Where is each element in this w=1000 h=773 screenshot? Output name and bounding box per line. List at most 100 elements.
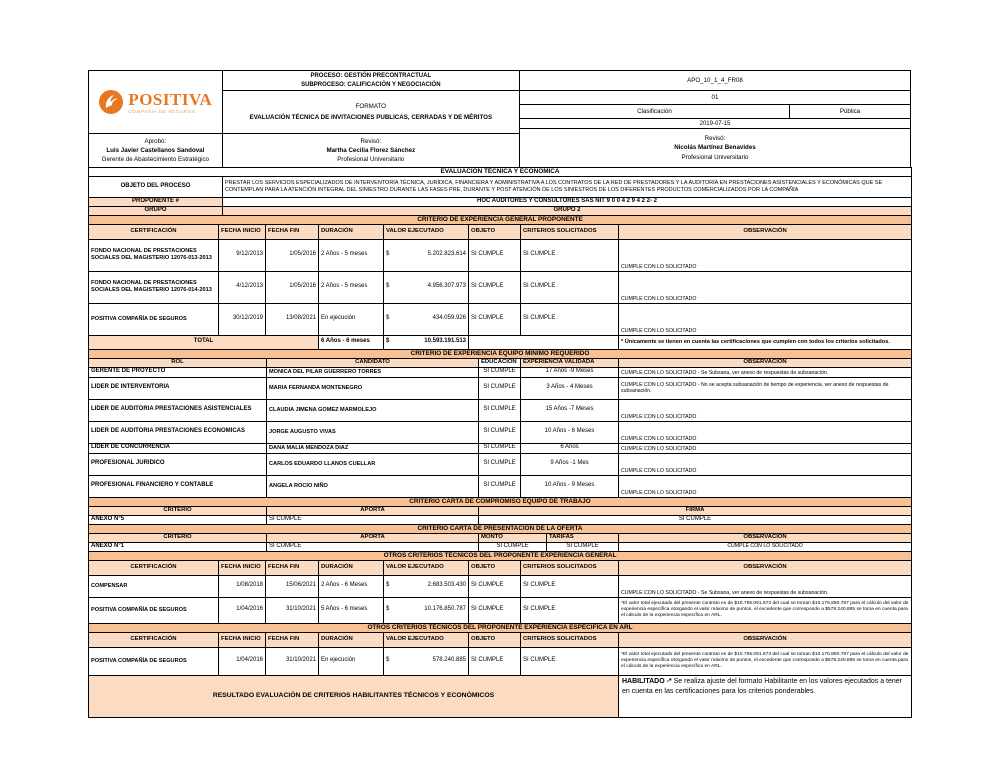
table-row: PROFESIONAL JURIDICO CARLOS EDUARDO LLAN… [88, 452, 913, 476]
educacion-cell: SI CUMPLE [478, 398, 521, 422]
candidato-cell: CLAUDIA JIMENA GOMEZ MARMOLEJO [266, 398, 479, 422]
positiva-logo: POSITIVA COMPAÑÍA DE SEGUROS [98, 89, 212, 115]
objeto-cell: SI CUMPLE [468, 238, 521, 272]
col-certificacion: CERTIFICACIÓN [88, 223, 219, 240]
duracion-cell: 2 Años - 5 meses [318, 238, 384, 272]
educacion-cell: SI CUMPLE [478, 376, 521, 400]
col-fecha-fin: FECHA FIN [265, 631, 319, 648]
col-valor: VALOR EJECUTADO [383, 631, 469, 648]
doc-version-cell: 01 [519, 91, 910, 105]
col-observacion: OBSERVACIÓN [618, 631, 912, 648]
col-observacion: OBSERVACIÓN [617, 559, 913, 576]
fecha-inicio-cell: 9/12/2013 [218, 238, 266, 272]
table-row: PROFESIONAL FINANCIERO Y CONTABLE ANGELA… [88, 474, 913, 498]
aprobo-label: Aprobó: [144, 137, 167, 145]
candidato-cell: DANA MALIA MENDOZA DIAZ [266, 442, 479, 454]
fecha-inicio-cell: 1/04/2016 [218, 596, 266, 624]
experiencia-general-table: CRITERIO DE EXPERIENCIA GENERAL PROPONEN… [87, 214, 913, 350]
aprobo-role: Gerente de Abastecimiento Estratégico [101, 156, 209, 164]
proponente-label: PROPONENTE # [88, 197, 223, 207]
col-observacion: OBSERVACIÓN [617, 223, 913, 240]
duracion-cell: En ejecución [318, 646, 384, 676]
resultado-status: HABILITADO -* [622, 677, 672, 685]
proceso-cell: PROCESO: GESTIÓN PRECONTRACTUAL SUBPROCE… [222, 71, 519, 91]
otros-arl-table: OTROS CRITERIOS TÉCNICOS DEL PROPONENTE … [88, 622, 912, 676]
cert-cell: FONDO NACIONAL DE PRESTACIONES SOCIALES … [88, 238, 219, 272]
observacion-cell: CUMPLE CON LO SOLICITADO [617, 452, 913, 476]
clasificacion-label: Clasificación [520, 105, 790, 118]
rol-cell: LIDER DE CONCURRENCIA [88, 442, 267, 454]
rol-cell: LIDER DE AUDITORIA PRESTACIONES ECONOMIC… [88, 420, 267, 444]
criterios-cell: SI CUMPLE [520, 270, 619, 304]
rol-cell: GERENTE DE PROYECTO [88, 366, 267, 378]
currency-symbol: $ [386, 251, 390, 258]
positiva-logo-text: POSITIVA COMPAÑÍA DE SEGUROS [128, 91, 212, 114]
resultado-row: RESULTADO EVALUACIÓN DE CRITERIOS HABILI… [88, 674, 912, 718]
resultado-value: HABILITADO -* Se realiza ajuste del form… [618, 674, 912, 718]
valor-cell: $2.683.503.430 [383, 574, 469, 598]
doc-code: APO_10_1_4_FR08 [687, 77, 743, 84]
objeto-label: OBJETO DEL PROCESO [88, 176, 223, 198]
clasificacion-value: Pública [839, 108, 861, 115]
carta-presentacion-table: CRITERIO CARTA DE PRESENTACIÓN DE LA OFE… [87, 523, 913, 552]
col-tarifas: TARIFAS [546, 532, 619, 543]
section-title-equipo-minimo: CRITERIO DE EXPERIENCIA EQUIPO MINIMO RE… [87, 348, 913, 359]
positiva-logo-icon [99, 90, 124, 114]
currency-symbol: $ [386, 657, 390, 664]
col-objeto: OBJETO [468, 559, 521, 576]
resultado-table: RESULTADO EVALUACIÓN DE CRITERIOS HABILI… [88, 674, 912, 718]
currency-symbol: $ [386, 283, 390, 290]
observacion-cell: CUMPLE CON LO SOLICITADO [617, 238, 913, 272]
candidato-cell: JORGE AUGUSTO VIVAS [266, 420, 479, 444]
aprobo-name: Luis Javier Castellanos Sandoval [106, 146, 205, 154]
subproceso-line: SUBPROCESO: CALIFICACIÓN Y NEGOCIACIÓN [301, 81, 441, 88]
educacion-cell: SI CUMPLE [478, 420, 521, 444]
col-monto: MONTO [478, 532, 547, 543]
col-objeto: OBJETO [468, 631, 521, 648]
eval-banner: EVALUACIÓN TÉCNICA Y ECONÓMICA [88, 167, 912, 177]
col-certificacion: CERTIFICACIÓN [88, 559, 219, 576]
observacion-cell: CUMPLE CON LO SOLICITADO [617, 442, 913, 454]
reviso2-role: Profesional Universitario [681, 153, 749, 161]
proponente-value: HOC AUDITORES Y CONSULTORES SAS NIT 9 0 … [222, 197, 912, 207]
criterios-cell: SI CUMPLE [520, 302, 619, 336]
currency-symbol: $ [386, 338, 390, 345]
fecha-fin-cell: 1/05/2016 [265, 270, 319, 304]
col-aporta: APORTA [266, 532, 479, 543]
rol-cell: PROFESIONAL JURIDICO [88, 452, 267, 476]
col-observacion: OBSERVACIÓN [617, 532, 913, 543]
table-row: GERENTE DE PROYECTO MONICA DEL PILAR GUE… [88, 366, 913, 378]
rol-cell: LIDER DE AUDITORIA PRESTACIONES ASISTENC… [88, 398, 267, 422]
observacion-cell: CUMPLE CON LO SOLICITADO [617, 270, 913, 304]
educacion-cell: SI CUMPLE [478, 366, 521, 378]
otros-generales-table: OTROS CRITERIOS TÉCNICOS DEL PROPONENTE … [87, 550, 913, 624]
section-title-experiencia-general: CRITERIO DE EXPERIENCIA GENERAL PROPONEN… [87, 214, 913, 225]
col-educacion: EDUCACIÓN [478, 357, 521, 368]
reviso1-cell: Revisó: Martha Cecilia Florez Sánchez Pr… [223, 134, 519, 167]
criterios-cell: SI CUMPLE [520, 238, 619, 272]
reviso1-name: Martha Cecilia Florez Sánchez [326, 146, 416, 154]
observacion-cell: CUMPLE CON LO SOLICITADO [617, 398, 913, 422]
reviso1-label: Revisó: [360, 137, 382, 145]
candidato-cell: MARIA FERNANDA MONTENEGRO [266, 376, 479, 400]
table-row: POSITIVA COMPAÑÍA DE SEGUROS 30/12/2019 … [88, 302, 913, 336]
fecha-fin-cell: 15/06/2021 [265, 574, 319, 598]
duracion-cell: 5 Años - 6 meses [318, 596, 384, 624]
criterios-cell: SI CUMPLE [520, 574, 619, 598]
fecha-inicio-cell: 4/12/2013 [218, 270, 266, 304]
cert-cell: COMPENSAR [88, 574, 219, 598]
col-certificacion: CERTIFICACIÓN [88, 631, 219, 648]
col-criterios: CRITERIOS SOLICITADOS [520, 223, 619, 240]
aprobo-cell: Aprobó: Luis Javier Castellanos Sandoval… [89, 134, 222, 167]
rol-cell: LIDER DE INTERVENTORIA [88, 376, 267, 400]
col-duracion: DURACIÓN [318, 631, 384, 648]
col-objeto: OBJETO [468, 223, 521, 240]
cert-cell: POSITIVA COMPAÑÍA DE SEGUROS [88, 302, 219, 336]
col-fecha-inicio: FECHA INICIO [218, 223, 266, 240]
duracion-cell: En ejecución [318, 302, 384, 336]
experiencia-cell: 15 Años -7 Meses [520, 398, 619, 422]
candidato-cell: MONICA DEL PILAR GUERRERO TORRES [266, 366, 479, 378]
valor-cell: $10.176.850.787 [383, 596, 469, 624]
resultado-label: RESULTADO EVALUACIÓN DE CRITERIOS HABILI… [88, 674, 619, 718]
observacion-cell: CUMPLE CON LO SOLICITADO [617, 302, 913, 336]
